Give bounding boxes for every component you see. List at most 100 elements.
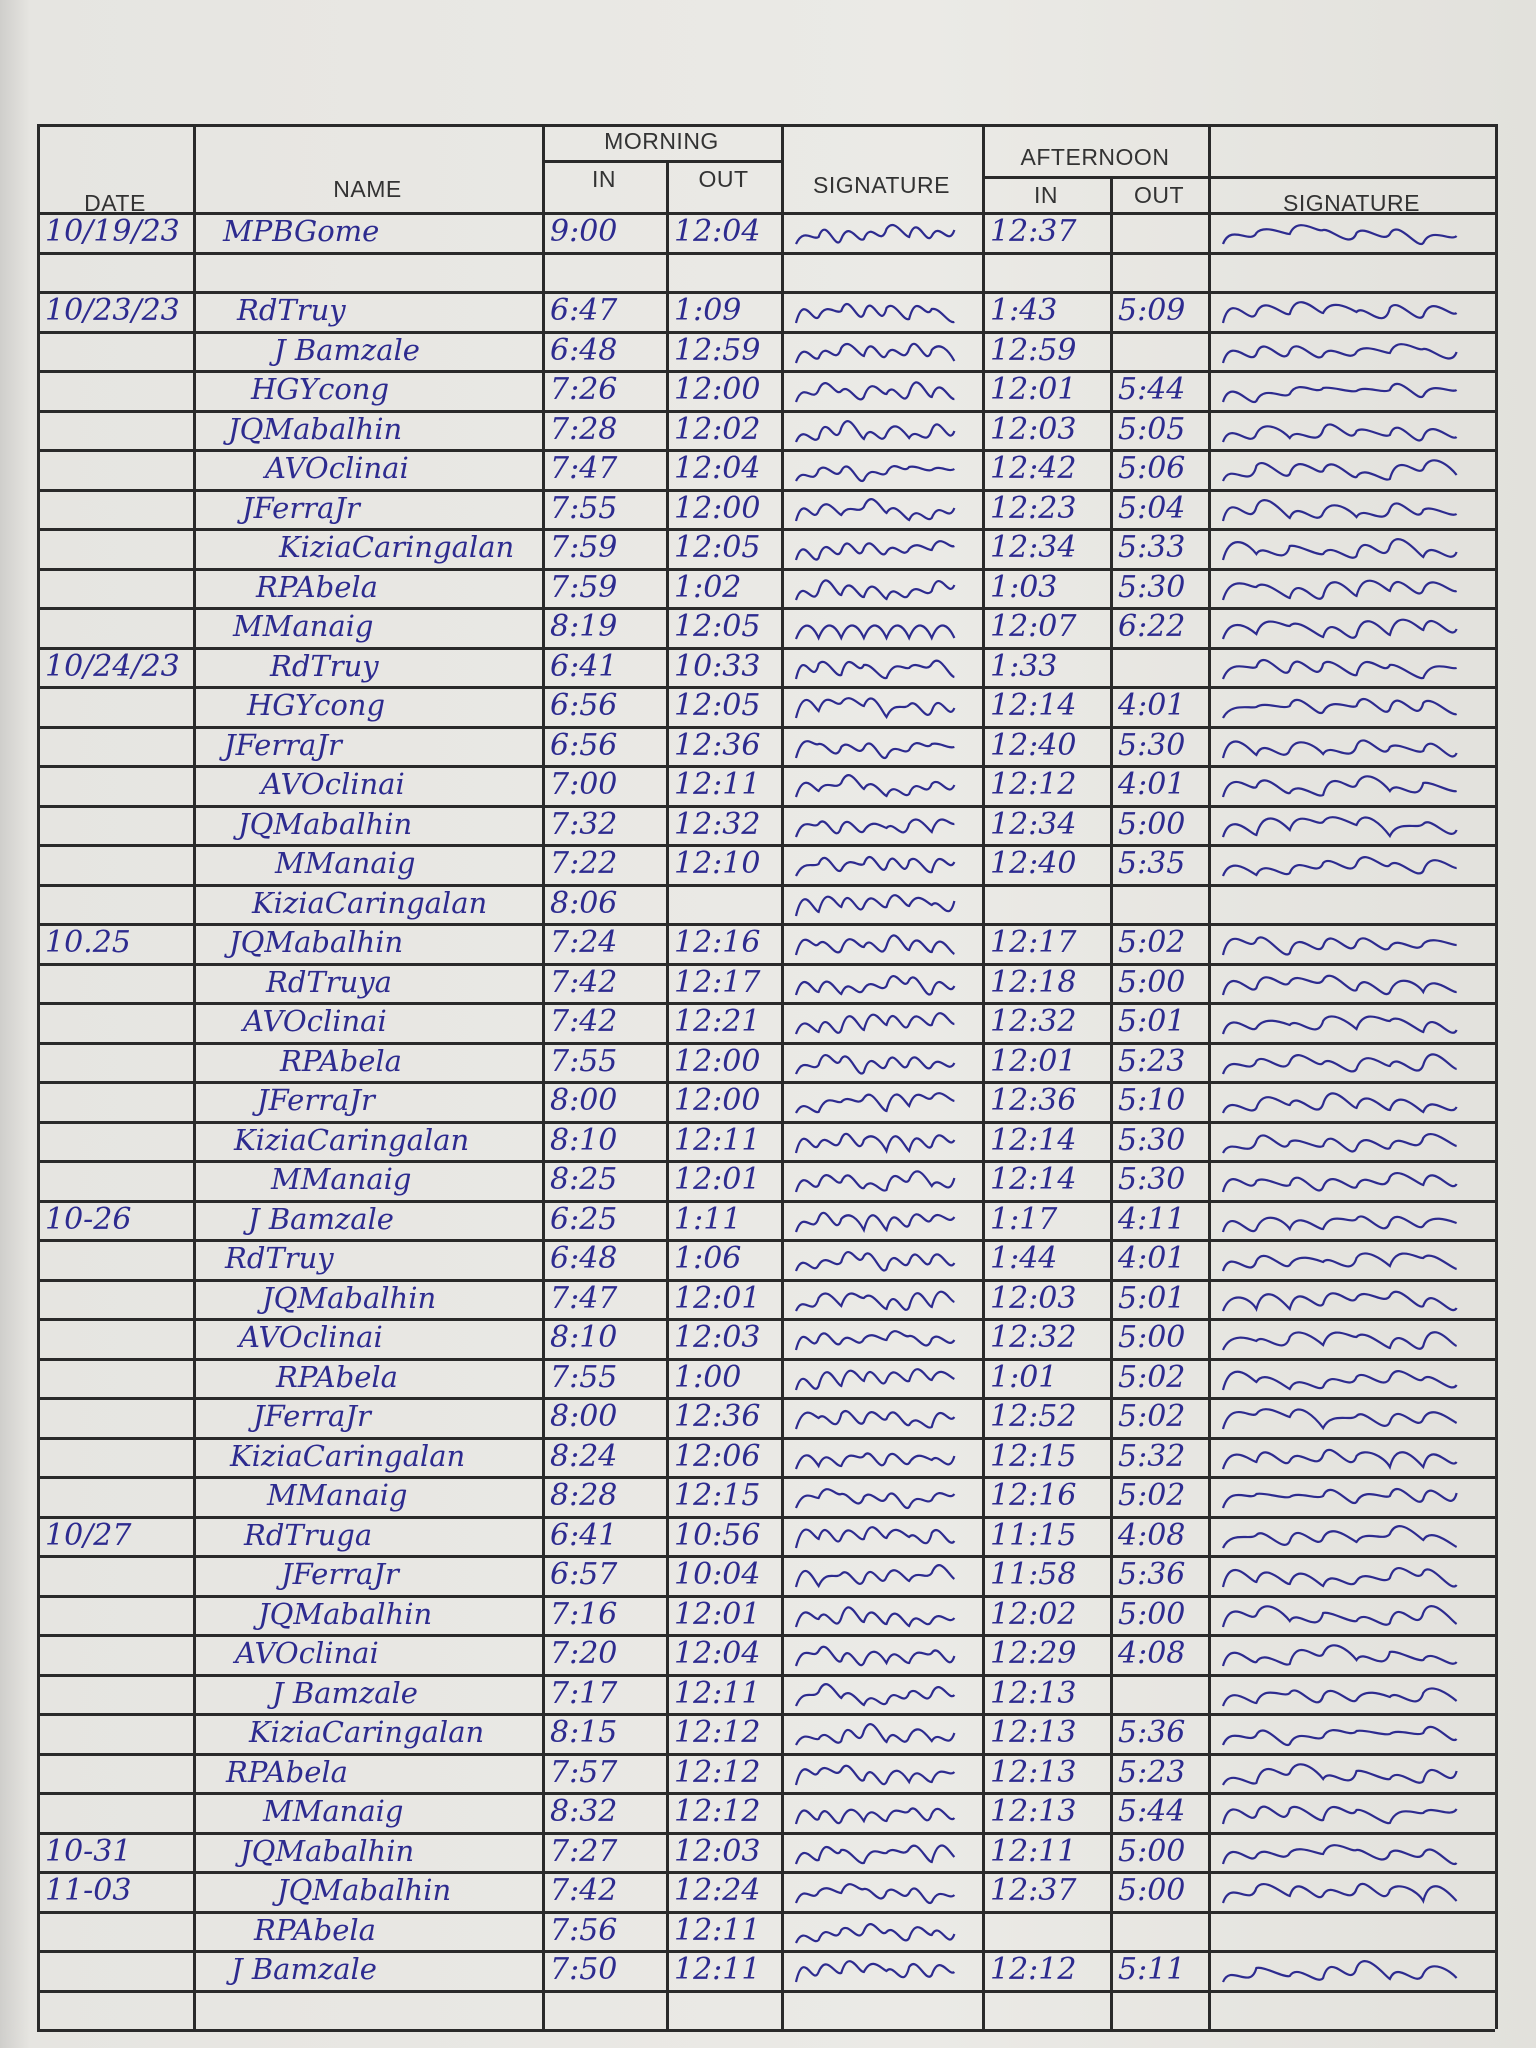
date-cell: 10.25 xyxy=(45,925,131,960)
signature-scribble xyxy=(794,497,956,521)
signature-scribble xyxy=(794,1012,955,1035)
afternoon-signature xyxy=(1221,1290,1458,1312)
name-cell: HGYcong xyxy=(247,688,386,722)
signature-scribble xyxy=(794,774,956,798)
a-in-time: 12:40 xyxy=(990,727,1077,763)
a-in-time: 12:03 xyxy=(990,1280,1077,1316)
row-rule xyxy=(37,1436,1495,1440)
m-in-time: 6:56 xyxy=(550,727,618,763)
name-cell: JQMabalhin xyxy=(277,1873,452,1907)
signature-scribble xyxy=(1221,342,1458,363)
m-out-time: 12:04 xyxy=(674,1636,761,1671)
afternoon-signature xyxy=(1221,459,1458,482)
signature-scribble xyxy=(794,893,956,916)
m-out-time: 1:11 xyxy=(674,1201,742,1237)
a-out-time: 5:23 xyxy=(1118,1754,1186,1790)
name-cell: JFerraJr xyxy=(224,727,342,762)
name-cell: RdTruy xyxy=(225,1241,334,1275)
a-in-time: 12:12 xyxy=(990,1952,1077,1987)
column-rule xyxy=(1110,176,1113,2029)
a-in-time: 12:23 xyxy=(990,490,1077,526)
row-rule xyxy=(37,962,1495,966)
m-in-time: 7:28 xyxy=(550,411,618,447)
signature-scribble xyxy=(794,1682,956,1706)
signature-scribble xyxy=(794,1132,956,1154)
afternoon-signature xyxy=(1221,1843,1458,1865)
header-date: DATE xyxy=(84,190,146,216)
a-out-time: 5:09 xyxy=(1118,293,1186,328)
date-cell: 10/19/23 xyxy=(45,214,180,249)
a-in-time: 12:01 xyxy=(990,1043,1077,1079)
afternoon-signature xyxy=(1221,1686,1458,1706)
signature-scribble xyxy=(1221,658,1457,679)
afternoon-signature xyxy=(1221,1171,1458,1193)
signature-scribble xyxy=(1221,1052,1458,1074)
signature-scribble xyxy=(1221,1252,1458,1272)
a-in-time: 12:16 xyxy=(990,1478,1077,1513)
a-out-time: 5:00 xyxy=(1118,1596,1186,1632)
attendance-table: MORNING AFTERNOON DATE NAME IN OUT SIGNA… xyxy=(37,124,1498,2048)
morning-signature xyxy=(794,1682,956,1706)
row-rule xyxy=(37,251,1495,255)
name-cell: KiziaCaringalan xyxy=(279,530,515,564)
morning-signature xyxy=(794,1170,956,1193)
a-in-time: 12:37 xyxy=(990,214,1077,249)
date-cell: 11-03 xyxy=(45,1873,132,1908)
signature-scribble xyxy=(1221,1686,1458,1706)
name-cell: MManaig xyxy=(271,1162,412,1196)
morning-signature xyxy=(794,697,956,720)
afternoon-signature xyxy=(1221,1408,1458,1431)
signature-scribble xyxy=(1221,224,1458,246)
signature-scribble xyxy=(1221,1604,1458,1627)
morning-signature xyxy=(794,497,956,521)
morning-signature xyxy=(794,1488,956,1510)
m-in-time: 7:59 xyxy=(550,569,618,605)
m-out-time: 12:36 xyxy=(674,1399,761,1434)
m-out-time: 12:21 xyxy=(674,1004,761,1039)
morning-signature xyxy=(794,419,956,442)
m-out-time: 10:56 xyxy=(674,1517,761,1553)
a-out-time: 6:22 xyxy=(1118,609,1186,644)
a-in-time: 12:40 xyxy=(990,846,1077,881)
name-cell: JQMabalhin xyxy=(262,1280,437,1315)
header-name: NAME xyxy=(333,176,402,202)
signature-scribble xyxy=(794,1410,956,1430)
morning-signature xyxy=(795,1723,956,1746)
afternoon-signature xyxy=(1221,498,1458,521)
m-in-time: 7:42 xyxy=(550,1004,618,1039)
signature-scribble xyxy=(1221,1448,1458,1470)
m-out-time: 12:06 xyxy=(674,1438,761,1474)
row-rule xyxy=(37,409,1495,413)
signature-scribble xyxy=(795,855,956,877)
name-cell: JQMabalhin xyxy=(229,925,404,959)
afternoon-signature xyxy=(1221,422,1458,442)
a-in-time: 12:37 xyxy=(990,1873,1077,1908)
m-out-time: 12:12 xyxy=(674,1754,761,1790)
name-cell: JFerraJr xyxy=(242,490,360,525)
m-in-time: 7:20 xyxy=(550,1636,618,1671)
name-cell: AVOclinai xyxy=(243,1004,387,1038)
name-cell: AVOclinai xyxy=(235,1636,379,1670)
a-out-time: 5:44 xyxy=(1118,372,1186,407)
row-rule xyxy=(37,1160,1495,1163)
afternoon-signature xyxy=(1222,1132,1458,1154)
m-out-time: 12:04 xyxy=(674,451,761,486)
signature-scribble xyxy=(1221,618,1458,640)
signature-scribble xyxy=(1221,856,1457,877)
name-cell: RdTruya xyxy=(266,964,392,999)
signature-scribble xyxy=(794,1330,956,1351)
signature-scribble xyxy=(795,465,955,483)
a-in-time: 12:13 xyxy=(990,1715,1077,1750)
row-rule xyxy=(37,1476,1495,1479)
morning-signature xyxy=(794,381,955,403)
m-in-time: 7:59 xyxy=(550,530,618,565)
m-out-time: 12:04 xyxy=(674,214,761,249)
m-in-time: 6:47 xyxy=(550,293,618,328)
name-cell: RdTruy xyxy=(270,648,379,683)
morning-signature xyxy=(794,1367,955,1390)
afternoon-signature xyxy=(1221,1604,1458,1627)
signature-scribble xyxy=(1222,1132,1458,1154)
signature-scribble xyxy=(794,817,955,837)
signature-scribble xyxy=(1222,1762,1458,1786)
m-in-time: 7:17 xyxy=(550,1675,618,1711)
